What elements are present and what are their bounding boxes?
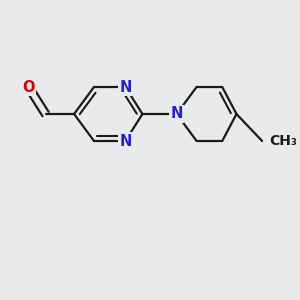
Text: O: O bbox=[22, 80, 35, 94]
Text: N: N bbox=[119, 134, 131, 148]
Text: N: N bbox=[170, 106, 183, 122]
Text: N: N bbox=[119, 80, 131, 94]
Text: CH₃: CH₃ bbox=[269, 134, 297, 148]
